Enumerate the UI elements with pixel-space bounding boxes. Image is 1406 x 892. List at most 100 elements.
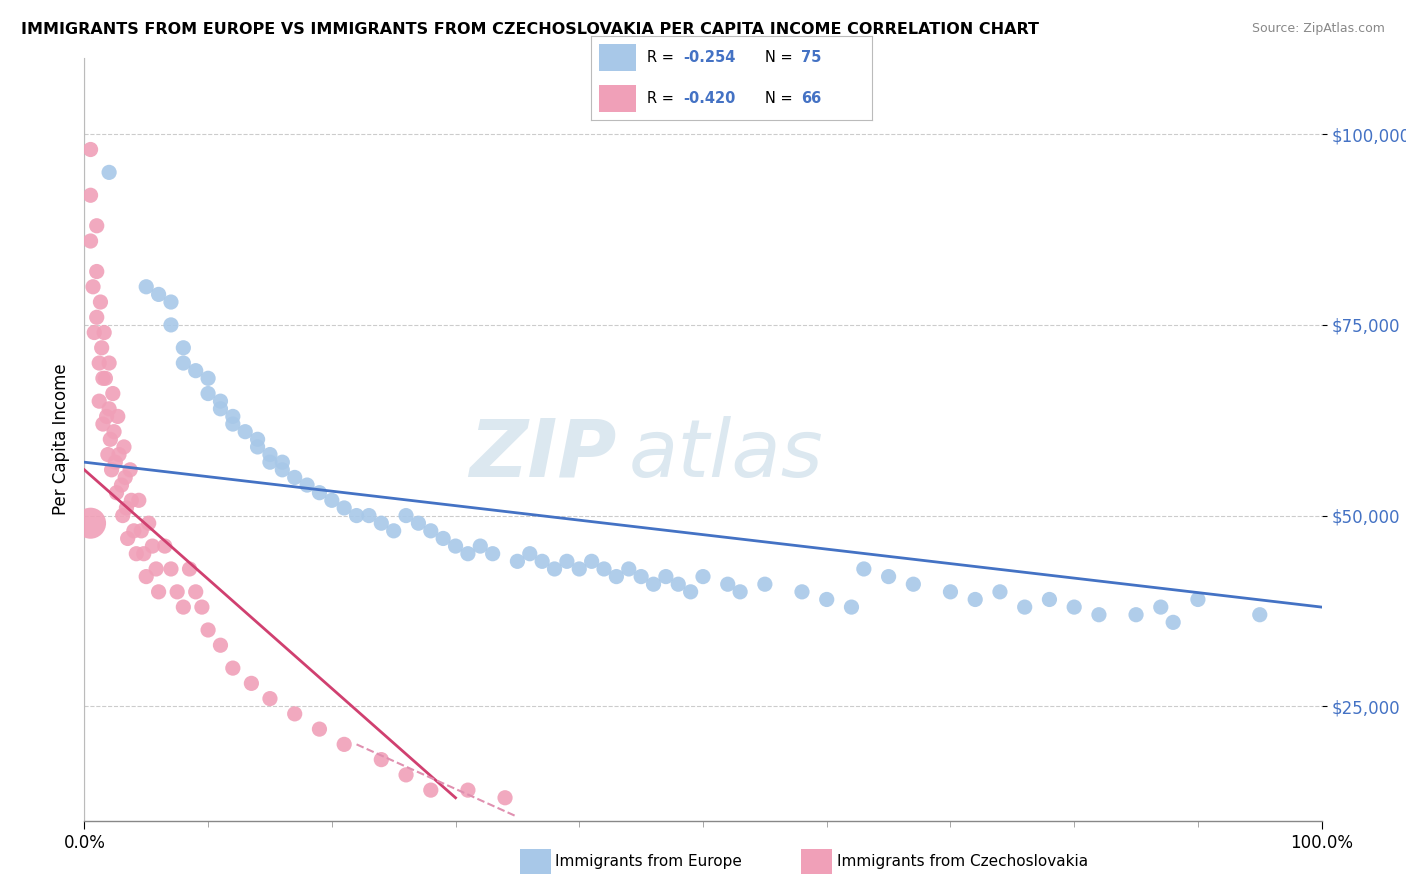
Point: [877, 569, 900, 583]
Point: [965, 592, 987, 607]
Point: [105, 485, 128, 500]
Point: [333, 500, 356, 515]
Point: [321, 493, 343, 508]
Point: [259, 691, 281, 706]
Point: [101, 386, 124, 401]
Point: [457, 547, 479, 561]
Point: [519, 547, 541, 561]
Point: [395, 768, 418, 782]
Point: [125, 547, 148, 561]
Text: -0.254: -0.254: [683, 50, 735, 65]
Point: [148, 585, 170, 599]
Text: ZIP: ZIP: [470, 416, 616, 493]
Point: [120, 463, 142, 477]
Point: [346, 508, 368, 523]
Point: [1125, 607, 1147, 622]
Point: [117, 532, 139, 546]
Point: [103, 425, 125, 439]
Point: [1249, 607, 1271, 622]
Point: [370, 753, 392, 767]
Point: [98, 165, 121, 179]
Text: Immigrants from Europe: Immigrants from Europe: [555, 855, 742, 869]
Point: [90, 341, 112, 355]
Y-axis label: Per Capita Income: Per Capita Income: [52, 364, 70, 515]
Point: [1038, 592, 1060, 607]
Point: [419, 524, 441, 538]
Point: [132, 547, 155, 561]
Point: [1014, 600, 1036, 615]
Point: [86, 264, 108, 278]
Point: [209, 394, 232, 409]
Point: [209, 401, 232, 416]
Point: [841, 600, 863, 615]
Point: [115, 500, 138, 515]
Point: [555, 554, 578, 568]
Point: [271, 463, 294, 477]
Point: [815, 592, 838, 607]
Point: [135, 280, 157, 294]
Text: N =: N =: [765, 50, 797, 65]
Point: [94, 371, 117, 385]
Point: [444, 539, 467, 553]
Point: [79, 188, 101, 202]
Point: [98, 356, 121, 370]
Point: [568, 562, 591, 576]
Point: [104, 455, 127, 469]
Text: Immigrants from Czechoslovakia: Immigrants from Czechoslovakia: [837, 855, 1088, 869]
Point: [222, 409, 245, 424]
Point: [643, 577, 665, 591]
Point: [184, 585, 207, 599]
Point: [481, 547, 503, 561]
Point: [83, 326, 105, 340]
Point: [191, 600, 214, 615]
Point: [98, 401, 121, 416]
Point: [382, 524, 405, 538]
Point: [120, 493, 142, 508]
Point: [1150, 600, 1173, 615]
Point: [233, 425, 256, 439]
Point: [246, 433, 269, 447]
Point: [160, 562, 183, 576]
Point: [679, 585, 702, 599]
Text: -0.420: -0.420: [683, 91, 735, 106]
Point: [91, 417, 114, 431]
Point: [114, 470, 136, 484]
Point: [86, 310, 108, 325]
Text: 75: 75: [801, 50, 821, 65]
Point: [172, 356, 194, 370]
Point: [111, 508, 134, 523]
Bar: [599, 85, 636, 112]
Point: [852, 562, 875, 576]
Point: [605, 569, 627, 583]
Point: [79, 143, 101, 157]
Point: [112, 440, 135, 454]
Point: [1187, 592, 1209, 607]
Point: [138, 516, 160, 531]
Point: [110, 478, 132, 492]
Point: [308, 722, 330, 736]
Point: [408, 516, 430, 531]
Point: [284, 706, 307, 721]
Text: Source: ZipAtlas.com: Source: ZipAtlas.com: [1251, 22, 1385, 36]
Point: [1063, 600, 1085, 615]
Point: [209, 638, 232, 652]
Text: IMMIGRANTS FROM EUROPE VS IMMIGRANTS FROM CZECHOSLOVAKIA PER CAPITA INCOME CORRE: IMMIGRANTS FROM EUROPE VS IMMIGRANTS FRO…: [21, 22, 1039, 37]
Point: [259, 455, 281, 469]
Point: [531, 554, 554, 568]
Point: [79, 234, 101, 248]
Point: [129, 524, 152, 538]
Point: [141, 539, 163, 553]
Point: [284, 470, 307, 484]
Point: [494, 790, 516, 805]
Point: [333, 737, 356, 751]
Point: [259, 448, 281, 462]
Point: [308, 485, 330, 500]
Point: [395, 508, 418, 523]
Point: [903, 577, 925, 591]
Point: [593, 562, 616, 576]
Point: [148, 287, 170, 301]
Point: [370, 516, 392, 531]
Point: [271, 455, 294, 469]
Point: [790, 585, 813, 599]
Point: [666, 577, 689, 591]
